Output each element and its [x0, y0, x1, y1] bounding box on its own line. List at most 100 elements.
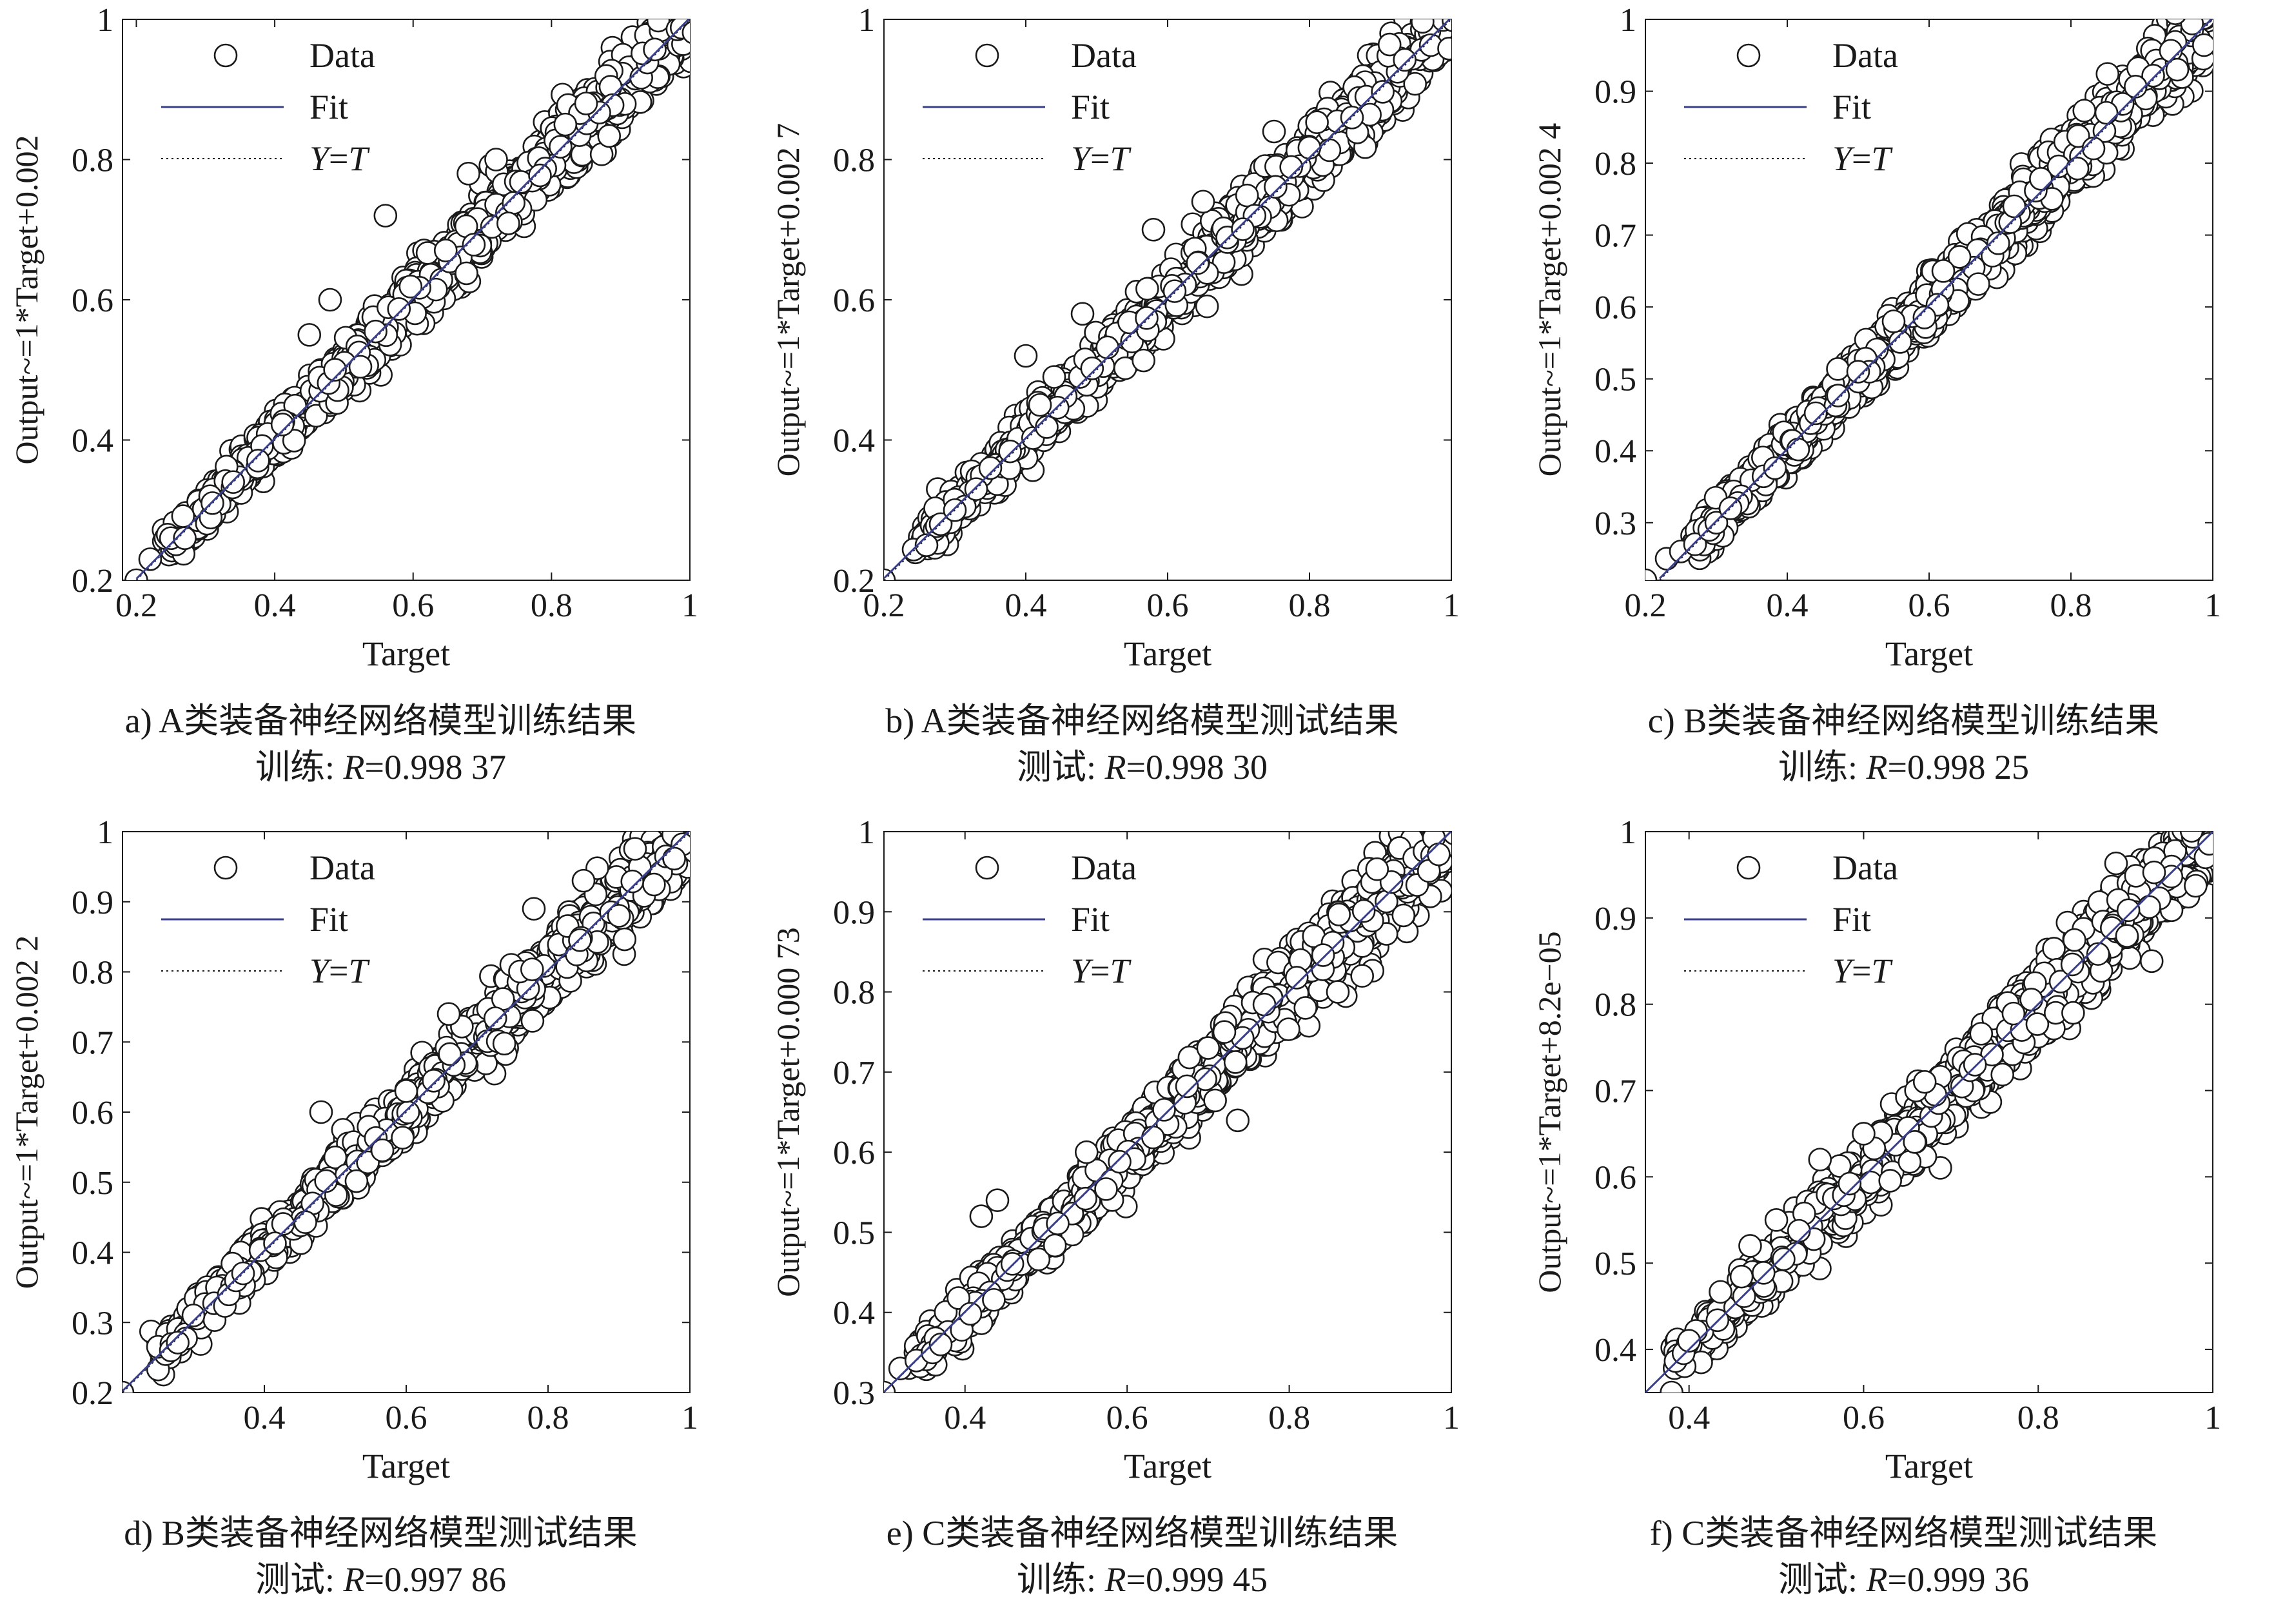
- data-point: [693, 32, 715, 54]
- scatter-plot-a: 0.2 0.4 0.6 0.8 10.20.40.60.81TargetOutput~=…: [8, 0, 715, 673]
- y-tick-label: 1: [97, 814, 113, 851]
- data-point: [2141, 64, 2165, 88]
- identity-line: [884, 19, 1451, 580]
- y-tick-label: 0.9: [1594, 74, 1636, 111]
- x-tick-label: 0.2: [1625, 587, 1667, 624]
- data-point: [462, 233, 486, 257]
- data-point: [1042, 365, 1066, 389]
- data-point: [1297, 135, 1322, 160]
- data-point: [1966, 272, 1990, 296]
- y-tick-label: 0.6: [833, 282, 875, 319]
- scatter-plot-d: 0.4 0.6 0.8 10.20.30.40.50.60.70.80.91Targe…: [8, 814, 698, 1485]
- data-point: [528, 163, 552, 188]
- y-tick-label: 0.5: [1594, 362, 1636, 398]
- y-tick-label: 0.7: [1594, 218, 1636, 255]
- data-point: [2072, 99, 2097, 122]
- r-value: =0.998 25: [1887, 748, 2029, 787]
- data-point: [914, 533, 939, 557]
- data-point: [1912, 306, 1937, 329]
- data-point: [1435, 0, 1457, 12]
- r-value: =0.998 37: [364, 748, 506, 787]
- legend-label: Fit: [1832, 88, 1871, 126]
- data-point: [1435, 0, 1457, 2]
- data-point: [1450, 19, 1451, 21]
- data-point: [348, 355, 373, 379]
- data-point: [677, 0, 699, 17]
- data-point: [2170, 0, 2192, 6]
- caption: a) A类装备神经网络模型训练结果 训练: R=0.998 37: [0, 698, 761, 790]
- data-point: [1080, 357, 1104, 380]
- caption: b) A类装备神经网络模型测试结果 测试: R=0.998 30: [761, 698, 1523, 790]
- y-tick-label: 0.4: [833, 423, 875, 460]
- y-tick-label: 0.6: [72, 282, 113, 319]
- data-point: [2214, 8, 2236, 30]
- data-point: [1135, 277, 1159, 301]
- legend-label: Fit: [309, 88, 348, 126]
- data-point: [978, 456, 1003, 480]
- fit-line: [1658, 19, 2213, 580]
- data-point: [1377, 32, 1402, 57]
- data-point: [1786, 437, 1810, 462]
- data-point: [1435, 0, 1456, 14]
- r-prefix: 训练:: [255, 748, 344, 787]
- data-point: [138, 547, 162, 571]
- x-tick-label: 0.4: [244, 1400, 286, 1436]
- data-point: [682, 21, 690, 44]
- data-point: [1449, 0, 1471, 22]
- data-point: [1186, 251, 1210, 275]
- data-point: [1881, 309, 1906, 333]
- data-point: [1986, 231, 2010, 255]
- data-point: [1427, 0, 1449, 17]
- data-point: [1763, 456, 1787, 480]
- scatter-plot-b: 0.2 0.4 0.6 0.8 10.20.40.60.81TargetOutput~=…: [770, 0, 1471, 673]
- r-symbol: R: [1104, 748, 1126, 787]
- legend-label: Y=T: [309, 139, 371, 178]
- data-point: [2187, 19, 2204, 23]
- data-point: [928, 512, 953, 536]
- data-point: [672, 19, 687, 23]
- y-tick-label: 1: [858, 2, 875, 39]
- data-point: [643, 37, 667, 62]
- data-point: [1095, 335, 1119, 360]
- data-point: [678, 19, 690, 21]
- identity-line: [1659, 19, 2213, 580]
- data-point: [1437, 37, 1451, 61]
- y-tick-label: 0.8: [72, 142, 113, 179]
- data-point: [1803, 401, 1828, 426]
- scatter-plot-c: 0.2 0.4 0.6 0.8 10.30.40.50.60.70.80.91Targe…: [1531, 0, 2236, 673]
- y-tick-label: 0.3: [1594, 505, 1636, 542]
- data-point: [574, 92, 598, 115]
- data-point: [2197, 0, 2219, 10]
- data-point: [2207, 0, 2229, 19]
- legend-marker-data: [975, 43, 999, 68]
- fit-line: [135, 19, 690, 580]
- legend-marker-data: [1736, 43, 1761, 68]
- legend-label: Fit: [1071, 88, 1110, 126]
- data-point: [2202, 0, 2224, 2]
- data-point: [1846, 360, 1870, 384]
- panel-a: 0.2 0.4 0.6 0.8 1 0.2 0.4 0.6 0.8 1 Target Output~=…: [0, 0, 761, 812]
- y-tick-label: 0.8: [1594, 146, 1636, 182]
- x-tick-label: 0.8: [531, 587, 573, 624]
- data-point: [1371, 80, 1395, 104]
- legend-label: Y=T: [1071, 139, 1132, 178]
- data-point: [2208, 0, 2230, 6]
- x-tick-label: 0.2: [863, 587, 905, 624]
- legend-label: Y=T: [1832, 139, 1894, 178]
- data-point: [373, 204, 398, 228]
- identity-line: [135, 19, 690, 580]
- data-point: [387, 297, 411, 321]
- y-tick-label: 0.4: [72, 423, 113, 460]
- data-point: [998, 439, 1022, 464]
- data-point: [2002, 194, 2026, 219]
- data-point: [1417, 0, 1438, 1]
- caption-r-line: 测试: R=0.998 30: [761, 744, 1523, 790]
- data-point: [670, 19, 681, 21]
- data-point: [2081, 136, 2106, 161]
- x-tick-label: 0.8: [2050, 587, 2092, 624]
- data-point: [270, 413, 295, 436]
